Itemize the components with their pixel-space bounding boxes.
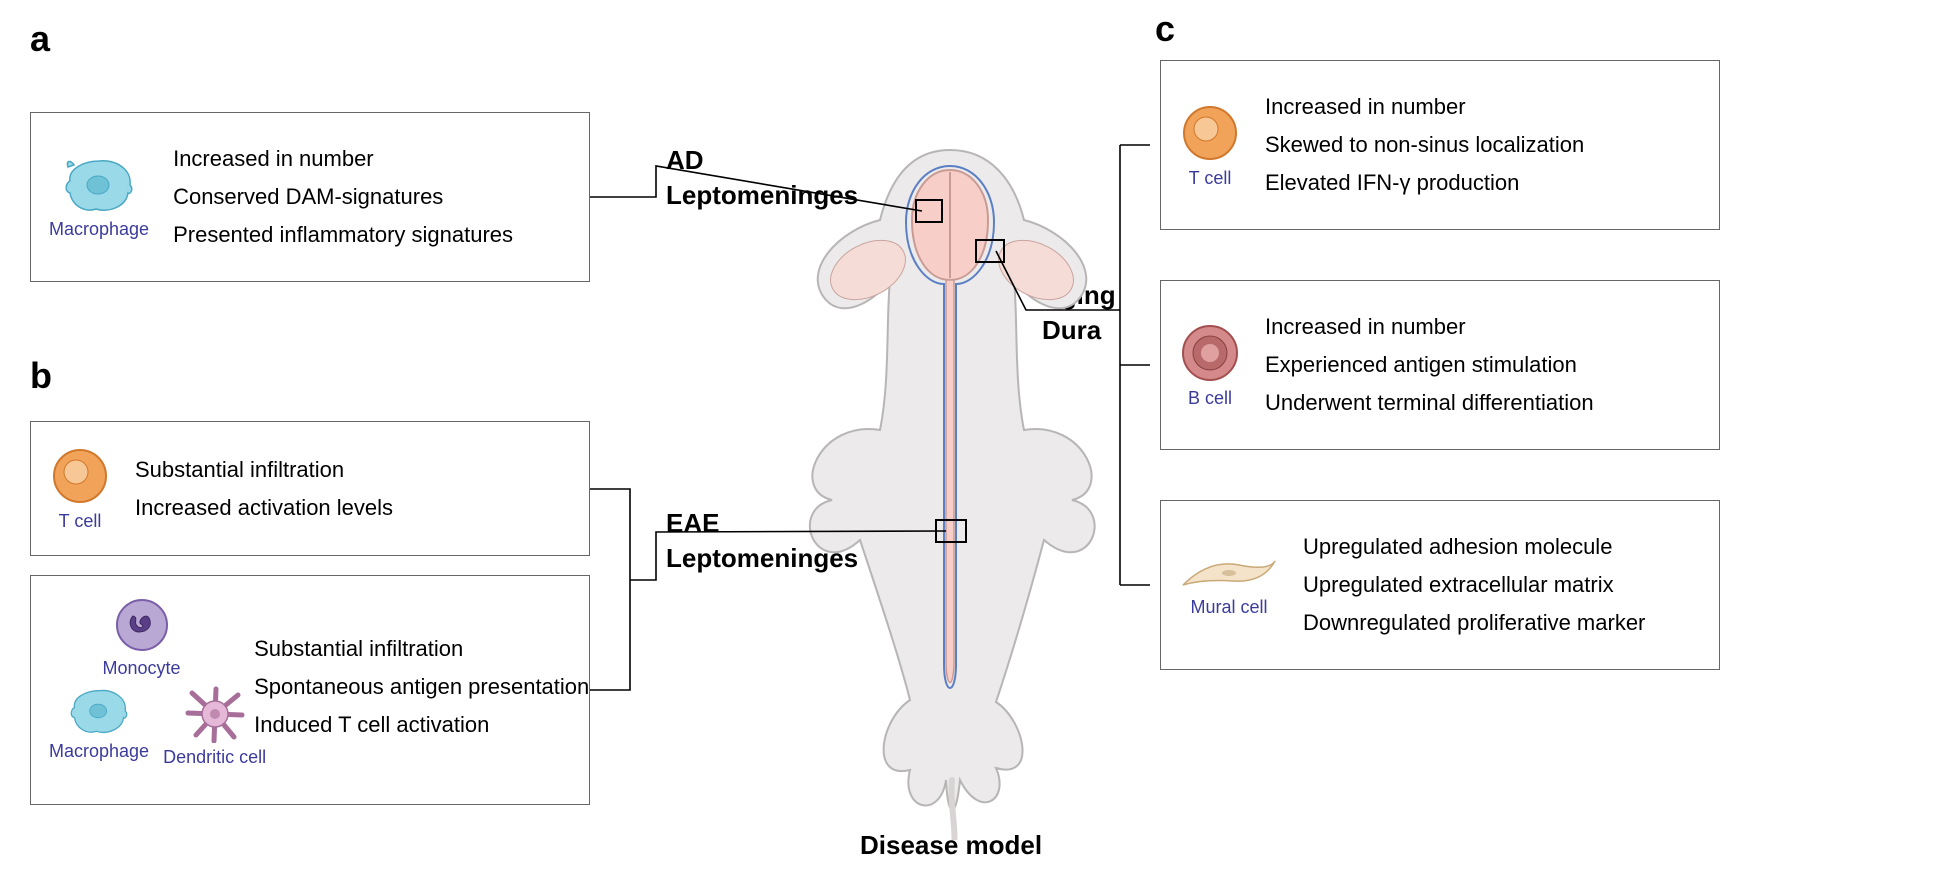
figure-caption: Disease model xyxy=(860,830,1042,861)
connectors xyxy=(0,0,1960,893)
